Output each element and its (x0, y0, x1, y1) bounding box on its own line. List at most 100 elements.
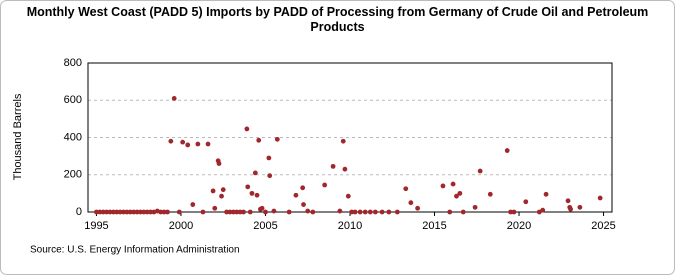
point (454, 193, 459, 199)
point (511, 209, 517, 215)
point (340, 138, 346, 144)
point (322, 182, 328, 188)
chart-title: Monthly West Coast (PADD 5) Imports by P… (26, 5, 649, 34)
point (415, 205, 421, 211)
point (138, 209, 143, 215)
point (117, 209, 123, 215)
point (245, 184, 251, 190)
point (234, 209, 240, 215)
point (362, 209, 368, 215)
point (252, 170, 258, 176)
point (168, 138, 174, 144)
point (263, 209, 268, 215)
point (144, 209, 150, 215)
x-tick-label: 2010 (338, 220, 362, 232)
point (171, 95, 177, 101)
x-tick-label: 2015 (422, 220, 446, 232)
y-tick-label: 400 (64, 131, 82, 143)
point (293, 192, 299, 198)
point (148, 209, 153, 215)
point (274, 136, 280, 142)
point (256, 137, 262, 143)
point (104, 209, 109, 215)
point (565, 198, 571, 204)
point (379, 209, 385, 215)
point (97, 209, 103, 215)
point (386, 209, 392, 215)
point (267, 173, 273, 179)
point (94, 209, 99, 215)
point (107, 209, 113, 215)
point (121, 209, 126, 215)
point (300, 185, 306, 191)
point (504, 148, 510, 153)
point (447, 209, 453, 215)
point (543, 191, 549, 197)
point (237, 209, 243, 215)
point (241, 209, 246, 215)
point (523, 199, 529, 205)
x-tick-label: 2005 (253, 220, 277, 232)
point (141, 209, 147, 215)
y-tick-label: 0 (76, 206, 82, 218)
point (508, 209, 513, 215)
point (342, 166, 348, 172)
point (210, 188, 216, 194)
point (227, 209, 233, 215)
point (568, 206, 573, 212)
point (330, 163, 336, 169)
point (195, 141, 201, 147)
point (460, 209, 466, 215)
point (367, 209, 373, 215)
point (577, 204, 583, 210)
point (472, 204, 478, 210)
point (180, 139, 186, 145)
point (408, 200, 414, 206)
point (114, 209, 120, 215)
point (305, 208, 311, 214)
point (345, 193, 351, 199)
y-tick-label: 600 (64, 94, 82, 106)
point (100, 209, 106, 215)
point (457, 190, 463, 196)
point (216, 161, 222, 166)
point (357, 209, 363, 215)
point (487, 191, 493, 197)
point (220, 187, 226, 193)
point (403, 186, 409, 192)
x-tick-label: 2000 (169, 220, 193, 232)
point (540, 207, 546, 213)
point (127, 209, 133, 215)
y-tick-label: 800 (64, 57, 82, 69)
y-tick-label: 200 (64, 169, 82, 181)
point (110, 209, 116, 215)
point (212, 205, 218, 211)
point (337, 208, 343, 214)
point (271, 208, 277, 214)
point (219, 193, 224, 199)
x-tick-label: 2025 (591, 220, 615, 232)
point (161, 209, 167, 215)
point (190, 202, 196, 207)
point (266, 155, 272, 161)
point (349, 209, 355, 215)
point (310, 209, 316, 215)
point (597, 195, 603, 201)
point (244, 126, 250, 132)
point (259, 205, 265, 211)
point (477, 168, 483, 174)
point (247, 209, 253, 215)
point (440, 183, 446, 189)
point (134, 209, 140, 215)
point (286, 209, 292, 215)
y-axis-label: Thousand Barrels (12, 93, 24, 180)
point (165, 209, 170, 215)
point (224, 209, 230, 215)
point (158, 209, 164, 215)
x-tick-label: 1995 (84, 220, 108, 232)
point (372, 209, 378, 215)
point (394, 209, 400, 215)
point (249, 190, 255, 196)
